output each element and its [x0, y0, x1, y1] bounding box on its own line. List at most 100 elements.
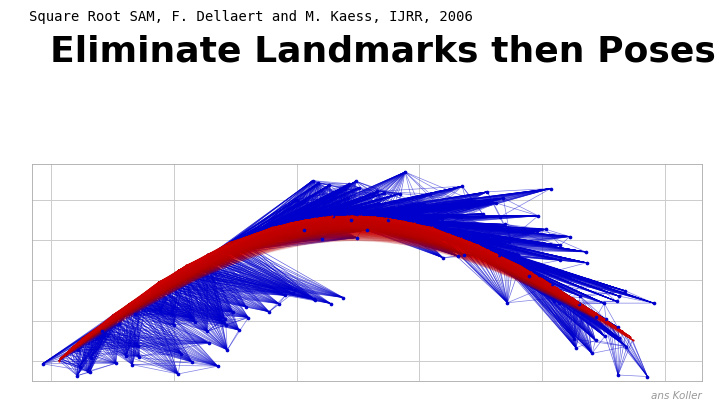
Point	[123, 301, 135, 307]
Point	[362, 213, 374, 220]
Point	[612, 372, 624, 378]
Point	[394, 217, 405, 224]
Point	[384, 199, 396, 205]
Point	[323, 182, 335, 188]
Point	[130, 311, 141, 317]
Point	[99, 333, 110, 339]
Point	[390, 217, 402, 223]
Point	[266, 224, 278, 231]
Point	[492, 247, 504, 254]
Point	[528, 272, 539, 278]
Point	[432, 211, 444, 218]
Point	[612, 324, 624, 330]
Point	[456, 183, 468, 190]
Point	[297, 218, 309, 224]
Point	[274, 301, 285, 307]
Point	[146, 284, 158, 291]
Point	[436, 216, 448, 222]
Point	[249, 230, 261, 237]
Point	[575, 293, 586, 299]
Point	[490, 251, 501, 257]
Point	[85, 355, 96, 361]
Point	[482, 247, 493, 253]
Point	[222, 347, 233, 353]
Point	[459, 252, 470, 258]
Point	[426, 224, 438, 231]
Point	[413, 202, 425, 209]
Point	[82, 368, 94, 375]
Point	[121, 304, 132, 310]
Point	[581, 260, 593, 266]
Point	[412, 222, 423, 228]
Point	[452, 253, 464, 259]
Point	[144, 287, 156, 294]
Point	[627, 337, 639, 343]
Point	[428, 226, 440, 232]
Point	[598, 300, 610, 307]
Point	[72, 347, 84, 354]
Point	[534, 272, 545, 278]
Point	[490, 222, 501, 229]
Point	[540, 226, 552, 232]
Point	[513, 252, 524, 259]
Point	[310, 215, 321, 222]
Point	[273, 223, 284, 229]
Point	[501, 257, 513, 263]
Point	[361, 227, 372, 233]
Point	[223, 239, 235, 246]
Point	[63, 348, 75, 354]
Point	[590, 337, 601, 343]
Point	[513, 252, 524, 258]
Point	[519, 266, 531, 273]
Point	[466, 241, 477, 247]
Point	[382, 216, 394, 223]
Point	[161, 277, 173, 284]
Point	[462, 224, 473, 230]
Point	[532, 213, 544, 219]
Point	[554, 288, 566, 294]
Point	[248, 233, 259, 239]
Point	[298, 227, 310, 234]
Point	[462, 204, 474, 210]
Point	[89, 327, 101, 333]
Point	[523, 273, 535, 279]
Point	[131, 298, 143, 305]
Point	[447, 232, 459, 239]
Point	[434, 229, 446, 235]
Point	[372, 215, 383, 221]
Point	[569, 336, 580, 342]
Point	[168, 322, 179, 328]
Point	[531, 228, 543, 234]
Point	[261, 227, 272, 233]
Point	[504, 258, 516, 265]
Point	[338, 294, 349, 301]
Point	[415, 222, 426, 229]
Point	[59, 351, 71, 358]
Point	[53, 357, 65, 364]
Point	[459, 229, 470, 235]
Point	[384, 215, 396, 222]
Text: Square Root SAM, F. Dellaert and M. Kaess, IJRR, 2006: Square Root SAM, F. Dellaert and M. Kaes…	[29, 10, 472, 24]
Point	[492, 252, 503, 258]
Point	[166, 311, 178, 318]
Point	[197, 256, 208, 262]
Point	[431, 227, 442, 234]
Point	[55, 355, 66, 362]
Point	[599, 333, 611, 340]
Point	[327, 213, 338, 219]
Point	[600, 316, 612, 323]
Point	[611, 298, 622, 305]
Point	[136, 292, 148, 298]
Point	[328, 189, 339, 196]
Point	[264, 225, 276, 232]
Point	[66, 345, 77, 351]
Point	[291, 196, 302, 203]
Point	[120, 353, 132, 359]
Point	[203, 340, 215, 346]
Point	[153, 279, 165, 285]
Point	[238, 235, 249, 241]
Point	[549, 284, 560, 290]
Point	[444, 220, 455, 226]
Point	[497, 254, 508, 261]
Point	[598, 315, 610, 322]
